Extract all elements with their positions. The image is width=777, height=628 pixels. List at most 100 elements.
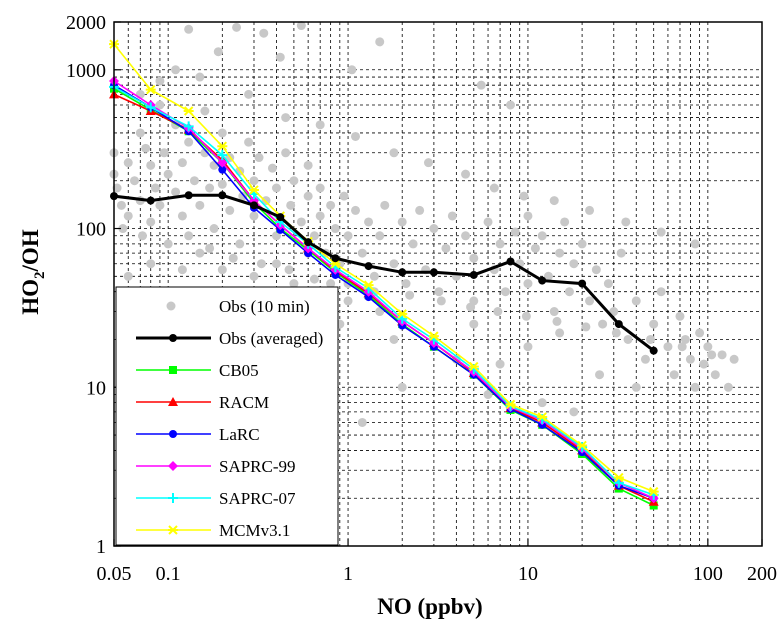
scatter-point — [461, 169, 471, 179]
scatter-point — [591, 265, 601, 275]
series-point-obs-averaged — [304, 238, 313, 247]
y-tick-label: 1 — [96, 536, 106, 558]
scatter-point — [123, 158, 133, 168]
scatter-point — [423, 158, 433, 168]
series-point-larc — [331, 270, 340, 279]
series-point-saprc-07 — [217, 150, 228, 161]
scatter-point — [357, 417, 367, 427]
series-point-obs-averaged — [364, 262, 373, 271]
series-point-larc — [218, 165, 227, 174]
scatter-point — [195, 200, 205, 210]
scatter-point — [555, 328, 565, 338]
scatter-point — [469, 253, 479, 263]
y-tick-label: 1000 — [66, 60, 106, 82]
scatter-point — [235, 239, 245, 249]
scatter-point — [112, 183, 122, 193]
series-point-obs-averaged — [331, 254, 340, 263]
scatter-point — [205, 183, 215, 193]
plot-frame — [113, 21, 763, 547]
scatter-point — [500, 287, 510, 297]
scatter-point — [271, 259, 281, 269]
scatter-point — [690, 239, 700, 249]
x-tick-label: 100 — [693, 563, 723, 585]
scatter-point — [249, 271, 259, 281]
scatter-point — [150, 183, 160, 193]
series-point-mcmv3-1 — [613, 472, 624, 483]
scatter-point — [261, 196, 271, 206]
scatter-point — [405, 290, 415, 300]
scatter-point — [375, 37, 385, 47]
series-point-larc — [364, 293, 373, 302]
legend-swatch-marker — [168, 525, 178, 535]
scatter-point — [177, 265, 187, 275]
scatter-point — [723, 382, 733, 392]
scatter-point — [217, 179, 227, 189]
scatter-point — [699, 359, 709, 369]
scatter-point — [171, 65, 181, 75]
scatter-point — [326, 200, 336, 210]
x-tick-label: 0.05 — [97, 563, 132, 585]
scatter-point — [609, 307, 619, 317]
scatter-point — [309, 274, 319, 284]
scatter-point — [123, 271, 133, 281]
scatter-point — [495, 359, 505, 369]
scatter-point — [256, 259, 266, 269]
scatter-point — [707, 350, 717, 360]
scatter-point — [537, 231, 547, 241]
legend-swatch-marker — [169, 334, 177, 342]
scatter-point — [259, 28, 269, 38]
series-point-obs-averaged — [614, 320, 623, 329]
scatter-point — [254, 153, 264, 163]
y-axis-label-tail: /OH — [18, 229, 43, 272]
series-point-saprc-07 — [145, 102, 156, 113]
scatter-point — [476, 80, 486, 90]
scatter-point — [163, 169, 173, 179]
scatter-point — [397, 382, 407, 392]
scatter-point — [155, 100, 165, 110]
scatter-point — [649, 319, 659, 329]
scatter-point — [461, 231, 471, 241]
series-point-mcmv3-1 — [217, 141, 228, 151]
legend: Obs (10 min) Obs (averaged) CB05 RACM LaRC SA… — [115, 286, 339, 546]
scatter-point — [710, 370, 720, 380]
series-point-saprc-99 — [217, 157, 228, 168]
axis-ticks: 0.05 0.1 1 10 100 200 1 10 100 1000 2000 — [66, 12, 777, 585]
scatter-point — [466, 302, 476, 312]
scatter-point — [228, 253, 238, 263]
scatter-point — [135, 128, 145, 138]
scatter-point — [244, 89, 254, 99]
scatter-point — [523, 279, 533, 289]
scatter-point — [184, 231, 194, 241]
y-axis-label: HO2/OH — [18, 229, 48, 315]
scatter-point — [489, 183, 499, 193]
scatter-point — [380, 200, 390, 210]
scatter-point — [146, 259, 156, 269]
series-point-obs-averaged — [469, 270, 478, 279]
series-point-saprc-07 — [397, 313, 408, 324]
scatter-point — [434, 287, 444, 297]
scatter-point — [623, 334, 633, 344]
scatter-point — [595, 370, 605, 380]
legend-label: MCMv3.1 — [219, 521, 290, 540]
scatter-point — [163, 239, 173, 249]
scatter-point — [703, 342, 713, 352]
scatter-point — [281, 113, 291, 123]
series-point-mcmv3-1 — [537, 412, 548, 422]
scatter-point — [189, 176, 199, 186]
scatter-point — [343, 296, 353, 306]
scatter-point — [200, 106, 210, 116]
scatter-point — [315, 183, 325, 193]
scatter-point — [611, 328, 621, 338]
scatter-point — [195, 248, 205, 258]
scatter-point — [177, 211, 187, 221]
scatter-point — [330, 224, 340, 234]
scatter-point — [184, 137, 194, 147]
scatter-point — [350, 205, 360, 215]
scatter-point — [249, 176, 259, 186]
series-point-obs-averaged — [506, 257, 515, 266]
x-tick-label: 200 — [747, 563, 777, 585]
series-point-obs-averaged — [578, 279, 587, 288]
scatter-point — [118, 224, 128, 234]
series-point-obs-averaged — [276, 213, 285, 222]
